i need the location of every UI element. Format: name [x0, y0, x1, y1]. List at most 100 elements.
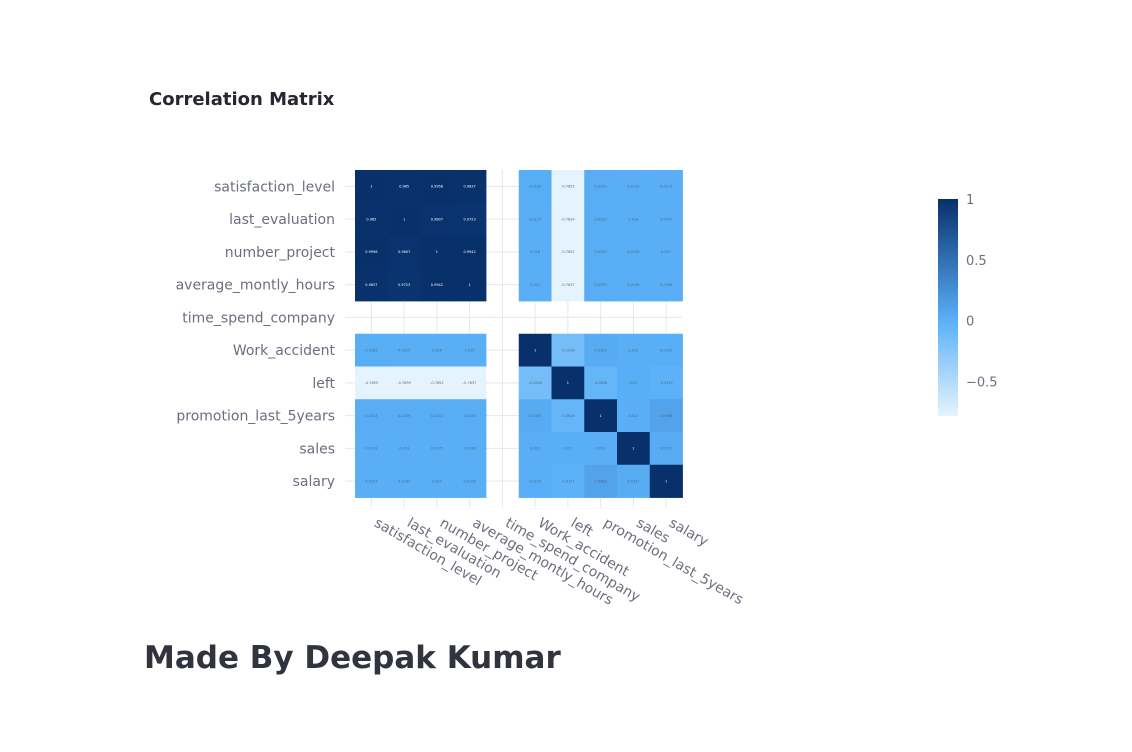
heatmap-cell[interactable]	[387, 333, 421, 367]
heatmap-cell[interactable]	[453, 333, 487, 367]
heatmap-cell[interactable]	[518, 366, 552, 400]
heatmap-cell[interactable]	[453, 170, 487, 204]
heatmap-cell[interactable]	[649, 333, 683, 367]
heatmap-cell[interactable]	[551, 170, 585, 204]
cell-value-label: 0.0393	[595, 348, 607, 352]
heatmap-cell[interactable]	[617, 268, 651, 302]
heatmap-cell[interactable]	[584, 235, 618, 269]
heatmap-cell[interactable]	[420, 202, 454, 236]
heatmap-cell[interactable]	[387, 366, 421, 400]
heatmap-cell[interactable]	[518, 235, 552, 269]
heatmap-cell[interactable]	[617, 366, 651, 400]
cell-value-label: 0.9837	[365, 283, 377, 287]
heatmap-cell[interactable]	[355, 235, 389, 269]
heatmap-cell[interactable]	[551, 333, 585, 367]
cell-value-label: -0.7852	[561, 250, 575, 254]
heatmap-cell[interactable]	[355, 202, 389, 236]
heatmap-cell[interactable]	[617, 399, 651, 433]
heatmap-cell[interactable]	[453, 268, 487, 302]
heatmap-cell[interactable]	[453, 202, 487, 236]
heatmap-cell[interactable]	[649, 202, 683, 236]
cell-value-label: 0.0132	[627, 185, 639, 189]
heatmap-cell[interactable]	[453, 399, 487, 433]
heatmap-cell[interactable]	[617, 432, 651, 466]
heatmap-cell[interactable]	[420, 399, 454, 433]
heatmap-cell[interactable]	[420, 333, 454, 367]
heatmap-cell[interactable]	[617, 235, 651, 269]
heatmap-cell[interactable]	[617, 333, 651, 367]
heatmap-cell[interactable]	[649, 235, 683, 269]
heatmap-cell[interactable]	[420, 235, 454, 269]
heatmap-cell[interactable]	[518, 202, 552, 236]
heatmap-cell[interactable]	[649, 464, 683, 498]
heatmap-cell[interactable]	[649, 432, 683, 466]
y-tick-label: average_montly_hours	[176, 278, 335, 294]
heatmap-cell[interactable]	[551, 268, 585, 302]
cell-value-label: 0.9807	[398, 250, 410, 254]
heatmap-cell[interactable]	[518, 432, 552, 466]
heatmap-cell[interactable]	[584, 333, 618, 367]
cell-value-label: -0.0618	[594, 381, 608, 385]
heatmap-cell[interactable]	[355, 399, 389, 433]
heatmap-cell[interactable]	[420, 268, 454, 302]
heatmap-cell[interactable]	[453, 464, 487, 498]
heatmap-cell[interactable]	[584, 366, 618, 400]
heatmap-cell[interactable]	[355, 366, 389, 400]
heatmap-cell[interactable]	[355, 268, 389, 302]
heatmap-cell[interactable]	[551, 464, 585, 498]
heatmap-cell[interactable]	[453, 432, 487, 466]
heatmap-cell[interactable]	[355, 170, 389, 204]
heatmap-cell[interactable]	[518, 170, 552, 204]
cell-value-label: 0.012	[628, 348, 638, 352]
heatmap-cell[interactable]	[355, 464, 389, 498]
heatmap-cell[interactable]	[551, 432, 585, 466]
heatmap-cell[interactable]	[518, 333, 552, 367]
cell-value-label: 0.9723	[398, 283, 410, 287]
heatmap-cell[interactable]	[649, 366, 683, 400]
cell-value-label: 0.0257	[595, 250, 607, 254]
heatmap-cells[interactable]: 1 0.985 0.9958 0.9837 0.0183 -0.7855 0.0253 0.0…	[355, 170, 683, 498]
heatmap-cell[interactable]	[453, 235, 487, 269]
heatmap-cell[interactable]	[355, 432, 389, 466]
heatmap-cell[interactable]	[387, 235, 421, 269]
heatmap-cell[interactable]	[617, 464, 651, 498]
heatmap-cell[interactable]	[551, 202, 585, 236]
cell-value-label: 0.0988	[595, 479, 607, 483]
heatmap-cell[interactable]	[551, 235, 585, 269]
y-tick-label: number_project	[225, 245, 336, 261]
heatmap-cell[interactable]	[387, 432, 421, 466]
cell-value-label: 0.0393	[529, 414, 541, 418]
heatmap-cell[interactable]	[649, 268, 683, 302]
heatmap-cell[interactable]	[387, 464, 421, 498]
heatmap-cell[interactable]	[518, 464, 552, 498]
heatmap-cell[interactable]	[551, 399, 585, 433]
heatmap-cell[interactable]	[420, 464, 454, 498]
heatmap-cell[interactable]	[387, 399, 421, 433]
heatmap-cell[interactable]	[649, 170, 683, 204]
heatmap-cell[interactable]	[649, 399, 683, 433]
cell-value-label: 0.0253	[595, 185, 607, 189]
heatmap-cell[interactable]	[420, 432, 454, 466]
cell-value-label: -0.0157	[561, 479, 575, 483]
heatmap-cell[interactable]	[387, 268, 421, 302]
heatmap-cell[interactable]	[387, 170, 421, 204]
heatmap-cell[interactable]	[617, 170, 651, 204]
heatmap-cell[interactable]	[420, 170, 454, 204]
heatmap-cell[interactable]	[518, 268, 552, 302]
heatmap-cell[interactable]	[453, 366, 487, 400]
heatmap-cell[interactable]	[420, 366, 454, 400]
heatmap-cell[interactable]	[551, 366, 585, 400]
heatmap-cell[interactable]	[387, 202, 421, 236]
heatmap-cell[interactable]	[584, 432, 618, 466]
heatmap-cell[interactable]	[355, 333, 389, 367]
heatmap-cell[interactable]	[584, 399, 618, 433]
heatmap-cell[interactable]	[518, 399, 552, 433]
heatmap-cell[interactable]	[584, 464, 618, 498]
heatmap-cell[interactable]	[584, 202, 618, 236]
heatmap-cell[interactable]	[617, 202, 651, 236]
cell-value-label: 0.0259	[595, 217, 607, 221]
heatmap-cell[interactable]	[584, 170, 618, 204]
colorbar-tick-label: 0.5	[966, 254, 987, 269]
heatmap-cell[interactable]	[584, 268, 618, 302]
